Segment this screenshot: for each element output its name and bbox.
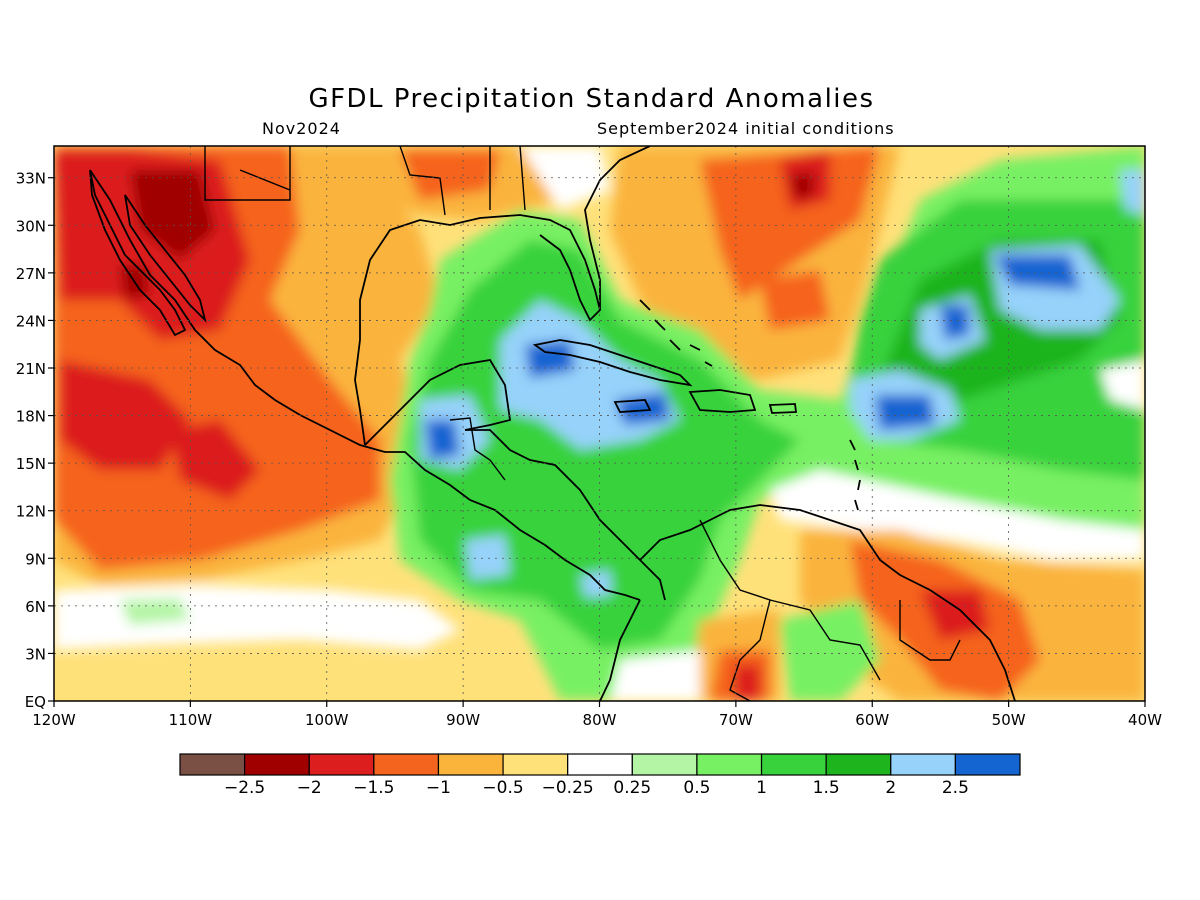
legend-swatch [308, 753, 375, 776]
legend-label: 2.5 [942, 778, 969, 798]
legend-swatch [179, 753, 246, 776]
lat-tick-label: 9N [25, 550, 46, 568]
lon-tick-label: 60W [855, 711, 889, 729]
lon-tick-label: 120W [32, 711, 76, 729]
initial-conditions-label: September2024 initial conditions [597, 119, 895, 138]
legend-label: 0.5 [683, 778, 710, 798]
lon-tick-label: 110W [169, 711, 213, 729]
lon-tick-label: 40W [1128, 711, 1162, 729]
legend-label: 1.5 [813, 778, 840, 798]
lat-tick-label: 24N [16, 312, 46, 330]
lat-tick-label: 18N [16, 408, 46, 426]
map-title: GFDL Precipitation Standard Anomalies [308, 84, 875, 114]
longitude-axis: 120W 110W 100W 90W 80W 70W 60W 50W 40W [32, 701, 1162, 729]
lon-tick-label: 80W [583, 711, 617, 729]
legend-label: −2.5 [224, 778, 265, 798]
legend-swatch [696, 753, 763, 776]
lat-tick-label: 6N [25, 598, 46, 616]
legend-label: −0.25 [542, 778, 594, 798]
legend-label: 1 [756, 778, 767, 798]
legend-swatch [760, 753, 827, 776]
legend-swatch [567, 753, 633, 776]
lon-tick-label: 100W [305, 711, 349, 729]
lat-tick-label: 30N [16, 217, 46, 235]
lat-tick-label: 15N [16, 455, 46, 473]
lon-tick-label: 90W [446, 711, 480, 729]
lon-tick-label: 50W [992, 711, 1026, 729]
lat-tick-label: 12N [16, 503, 46, 521]
legend-label: −1 [426, 778, 451, 798]
legend-swatch [825, 753, 892, 776]
legend-label: 2 [885, 778, 896, 798]
coastlines [89, 146, 1016, 701]
legend-label: −2 [297, 778, 322, 798]
lat-tick-label: EQ [25, 693, 46, 711]
latitude-axis: 33N 30N 27N 24N 21N 18N 15N 12N 9N 6N 3N EQ [16, 170, 54, 711]
lon-tick-label: 70W [719, 711, 753, 729]
legend-swatch [437, 753, 504, 776]
legend-label: −1.5 [353, 778, 394, 798]
gridlines [54, 146, 1145, 701]
legend-swatch [890, 753, 956, 776]
lat-tick-label: 27N [16, 265, 46, 283]
legend-swatch [244, 753, 310, 776]
forecast-month: Nov2024 [262, 119, 341, 138]
lat-tick-label: 3N [25, 645, 46, 663]
color-legend: −2.5 −2 −1.5 −1 −0.5 −0.25 0.25 0.5 1 1.5 2 2.5 [179, 753, 1021, 798]
lat-tick-label: 33N [16, 170, 46, 188]
legend-swatch [373, 753, 440, 776]
legend-label: −0.5 [482, 778, 523, 798]
legend-swatch [631, 753, 698, 776]
legend-label: 0.25 [613, 778, 651, 798]
legend-swatch [954, 753, 1021, 776]
lat-tick-label: 21N [16, 360, 46, 378]
anomaly-field [54, 146, 1145, 701]
legend-swatch [502, 753, 569, 776]
